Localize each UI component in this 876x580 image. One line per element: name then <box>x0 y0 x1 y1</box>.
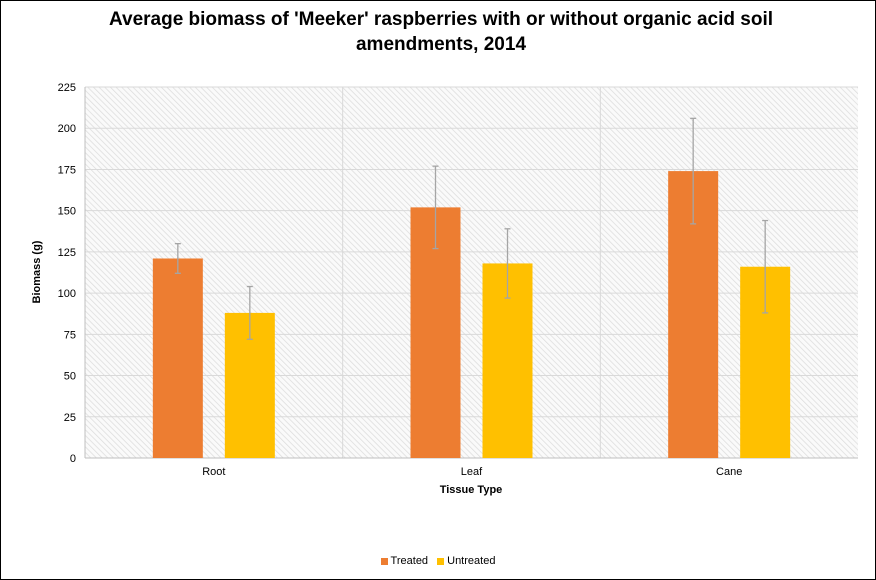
chart-title: Average biomass of 'Meeker' raspberries … <box>108 9 774 55</box>
legend-label: Treated <box>390 555 429 567</box>
y-tick-label: 125 <box>58 247 76 259</box>
y-axis-label: Biomass (g) <box>31 240 43 303</box>
legend-swatch <box>437 557 445 565</box>
x-tick-label: Cane <box>716 466 742 478</box>
legend-label: Untreated <box>447 555 496 567</box>
y-tick-label: 50 <box>64 371 76 383</box>
legend: Treated Untreated <box>1 555 875 568</box>
y-tick-label: 25 <box>64 412 76 424</box>
legend-swatch <box>380 557 388 565</box>
x-tick-label: Root <box>202 466 225 478</box>
y-tick-label: 75 <box>64 329 76 341</box>
plot-area <box>85 87 858 458</box>
bar-treated-root <box>152 258 203 458</box>
y-tick-label: 150 <box>58 206 76 218</box>
y-tick-label: 175 <box>58 164 76 176</box>
x-axis-label: Tissue Type <box>440 484 503 496</box>
legend-item-untreated: Untreated <box>437 555 495 567</box>
y-tick-label: 225 <box>58 82 76 94</box>
y-tick-label: 0 <box>70 453 76 465</box>
y-tick-label: 200 <box>58 123 76 135</box>
x-tick-label: Leaf <box>461 466 483 478</box>
y-tick-label: 100 <box>58 288 76 300</box>
legend-item-treated: Treated <box>380 555 429 567</box>
